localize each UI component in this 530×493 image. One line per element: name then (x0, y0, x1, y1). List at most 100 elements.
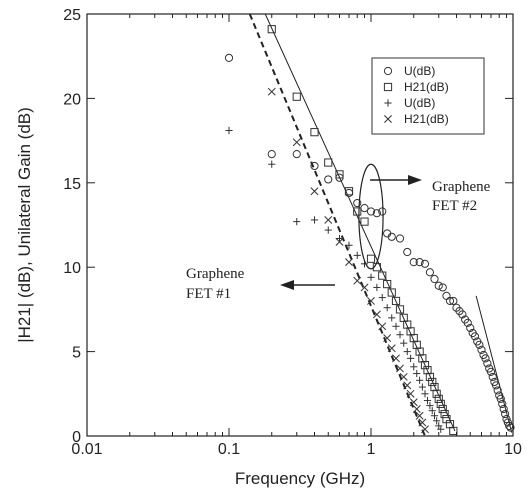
data-point-cross (367, 297, 375, 305)
arrow-fet2-head (408, 175, 422, 185)
data-point-circle (498, 399, 507, 409)
data-point-plus (413, 369, 421, 378)
data-point-square (420, 361, 430, 370)
y-axis-title: |H21| (dB), Unilateral Gain (dB) (15, 107, 34, 343)
data-point-cross (406, 389, 415, 398)
data-point-circle (463, 318, 472, 328)
data-point-cross (387, 344, 396, 353)
plot-area (224, 13, 515, 437)
data-point-plus (416, 376, 424, 384)
legend-marker-plus (384, 99, 392, 107)
data-point-cross (383, 334, 392, 343)
data-point-plus (388, 314, 396, 322)
data-point-plus (396, 331, 404, 339)
fit-line-3 (475, 295, 513, 433)
data-point-square (438, 404, 447, 414)
data-point-cross (392, 354, 400, 363)
data-point-plus (310, 216, 319, 224)
data-point-circle (499, 404, 508, 414)
data-point-square (434, 394, 443, 403)
data-point-circle (466, 323, 475, 333)
data-point-cross (310, 187, 319, 196)
data-point-plus (293, 218, 301, 226)
data-point-plus (335, 234, 344, 243)
data-point-plus (268, 160, 276, 168)
data-point-circle (434, 281, 443, 290)
data-point-circle (430, 274, 439, 284)
data-point-cross (267, 87, 276, 96)
data-point-square (366, 254, 376, 263)
data-point-circle (292, 150, 301, 159)
y-tick-label: 20 (63, 91, 81, 108)
data-point-plus (418, 383, 426, 391)
data-point-circle (475, 340, 484, 349)
data-point-square (432, 389, 441, 398)
legend-label: U(dB) (404, 64, 435, 78)
legend-label: H21(dB) (404, 112, 449, 126)
data-point-plus (225, 126, 233, 135)
data-point-plus (428, 407, 436, 415)
data-point-circle (438, 283, 447, 292)
data-point-circle (442, 291, 451, 300)
data-point-square (449, 426, 458, 436)
data-point-plus (433, 417, 441, 425)
data-point-plus (324, 226, 332, 234)
data-point-cross (324, 215, 333, 224)
data-point-circle (477, 345, 486, 355)
data-point-square (395, 305, 405, 314)
legend-label: H21(dB) (404, 80, 449, 94)
data-point-cross (409, 398, 418, 407)
legend: U(dB) H21(dB) U(dB) H21(dB) (371, 57, 485, 135)
data-point-plus (410, 363, 418, 371)
data-point-circle (481, 354, 490, 363)
data-point-cross (418, 418, 427, 427)
data-point-cross (353, 276, 362, 285)
y-tick-label: 0 (72, 429, 81, 446)
data-point-circle (486, 367, 496, 376)
data-point-square (436, 399, 445, 409)
x-axis-title: Frequency (GHz) (235, 469, 365, 488)
data-point-circle (372, 209, 381, 218)
data-point-circle (501, 409, 510, 419)
data-point-circle (353, 198, 362, 208)
data-point-square (383, 279, 392, 289)
y-tick-label: 10 (63, 260, 81, 277)
data-point-square (292, 92, 301, 101)
legend-marker-square (383, 82, 393, 92)
series-circle (224, 53, 515, 432)
data-point-circle (378, 207, 387, 216)
data-point-circle (409, 258, 418, 267)
annotation-fet1-line1: Graphene (186, 266, 245, 282)
data-point-plus (353, 251, 361, 259)
data-point-circle (458, 310, 467, 319)
data-point-plus (423, 396, 432, 405)
data-point-cross (403, 381, 412, 390)
legend-marker-cross (384, 115, 392, 123)
data-point-circle (267, 150, 276, 159)
y-tick-label: 25 (63, 7, 81, 24)
data-point-circle (395, 234, 405, 243)
series-square (267, 25, 458, 436)
data-point-square (440, 409, 449, 419)
legend-marker-circle (383, 66, 393, 76)
data-point-plus (437, 425, 445, 433)
data-point-circle (425, 268, 435, 277)
data-point-square (267, 25, 276, 34)
legend-label: U(dB) (404, 96, 435, 110)
data-point-circle (403, 247, 412, 257)
x-tick-label: 0.01 (71, 441, 102, 458)
x-tick-label: 0.1 (218, 441, 240, 458)
data-point-circle (449, 296, 458, 306)
data-point-circle (445, 296, 455, 306)
plot-frame (86, 13, 514, 437)
annotation-fet2-line2: FET #2 (432, 198, 477, 214)
data-point-circle (324, 175, 333, 184)
data-point-circle (506, 423, 515, 432)
data-point-circle (310, 161, 319, 171)
data-point-plus (421, 390, 429, 398)
y-tick-label: 5 (72, 345, 81, 362)
axes: 0.01 0.1 1 10 0 5 10 15 20 25 Frequency (GHz) |H21|… (15, 7, 522, 488)
data-point-plus (383, 304, 391, 312)
data-point-square (387, 288, 396, 297)
